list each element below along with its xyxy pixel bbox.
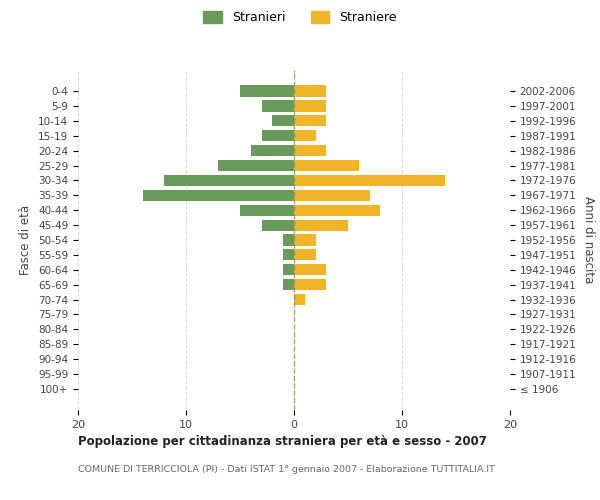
Bar (143, 190, 294, 201)
Bar (294, 234, 316, 246)
Bar (218, 160, 294, 171)
Bar (294, 190, 370, 201)
Bar (294, 175, 445, 186)
Y-axis label: Fasce di età: Fasce di età (19, 205, 32, 275)
Bar (294, 250, 316, 260)
Text: Popolazione per cittadinanza straniera per età e sesso - 2007: Popolazione per cittadinanza straniera p… (78, 435, 487, 448)
Bar (262, 130, 294, 141)
Bar (294, 115, 326, 126)
Text: COMUNE DI TERRICCIOLA (PI) - Dati ISTAT 1° gennaio 2007 - Elaborazione TUTTITALI: COMUNE DI TERRICCIOLA (PI) - Dati ISTAT … (78, 465, 495, 474)
Bar (283, 234, 294, 246)
Bar (283, 264, 294, 276)
Bar (272, 115, 294, 126)
Bar (294, 264, 326, 276)
Bar (294, 160, 359, 171)
Bar (240, 86, 294, 96)
Bar (294, 100, 326, 112)
Bar (294, 86, 326, 96)
Bar (294, 220, 348, 230)
Y-axis label: Anni di nascita: Anni di nascita (582, 196, 595, 284)
Bar (240, 204, 294, 216)
Bar (262, 100, 294, 112)
Bar (262, 220, 294, 230)
Bar (294, 130, 316, 141)
Legend: Stranieri, Straniere: Stranieri, Straniere (198, 6, 402, 29)
Bar (294, 294, 305, 305)
Bar (294, 279, 326, 290)
Bar (283, 250, 294, 260)
Bar (283, 279, 294, 290)
Bar (251, 145, 294, 156)
Bar (294, 145, 326, 156)
Bar (164, 175, 294, 186)
Bar (294, 204, 380, 216)
